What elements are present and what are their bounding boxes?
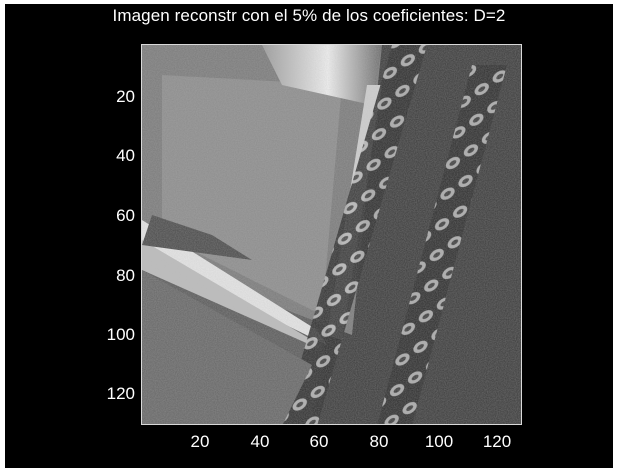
x-tick-label: 60 xyxy=(309,432,329,451)
x-tick-label: 20 xyxy=(190,432,210,451)
figure-title: Imagen reconstr con el 5% de los coefici… xyxy=(112,6,506,25)
x-tick-label: 100 xyxy=(424,432,454,451)
figure-window: Imagen reconstr con el 5% de los coefici… xyxy=(5,4,613,468)
y-tick-label: 60 xyxy=(116,206,135,225)
reconstructed-image xyxy=(141,44,522,425)
y-tick-label: 100 xyxy=(106,325,135,344)
y-tick-label: 20 xyxy=(116,87,135,106)
x-axis: 20 40 60 80 100 120 xyxy=(5,432,613,462)
x-tick-label: 80 xyxy=(369,432,389,451)
y-axis: 20 40 60 80 100 120 xyxy=(95,4,135,468)
x-tick-label: 120 xyxy=(482,432,512,451)
x-tick-label: 40 xyxy=(250,432,270,451)
y-tick-label: 80 xyxy=(116,266,135,285)
y-tick-label: 40 xyxy=(116,146,135,165)
y-tick-label: 120 xyxy=(106,384,135,403)
